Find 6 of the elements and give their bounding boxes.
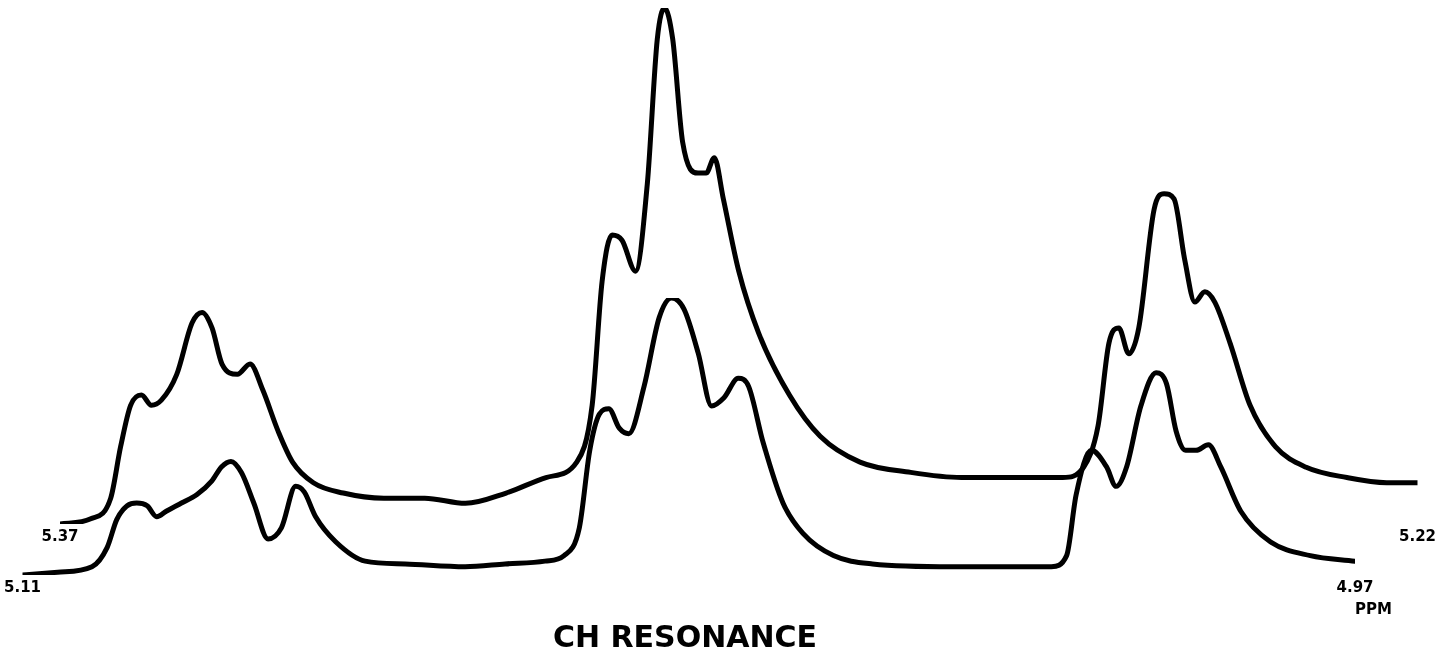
x-tick-label: 4.97 [1336, 577, 1374, 596]
x-tick-label: 5.37 [41, 526, 79, 545]
x-axis-title: PPM [1355, 599, 1392, 618]
x-tick-label: 5.22 [1398, 526, 1436, 545]
x-tick-label: 5.11 [4, 577, 42, 596]
text: CH RESONANCE [552, 618, 818, 654]
